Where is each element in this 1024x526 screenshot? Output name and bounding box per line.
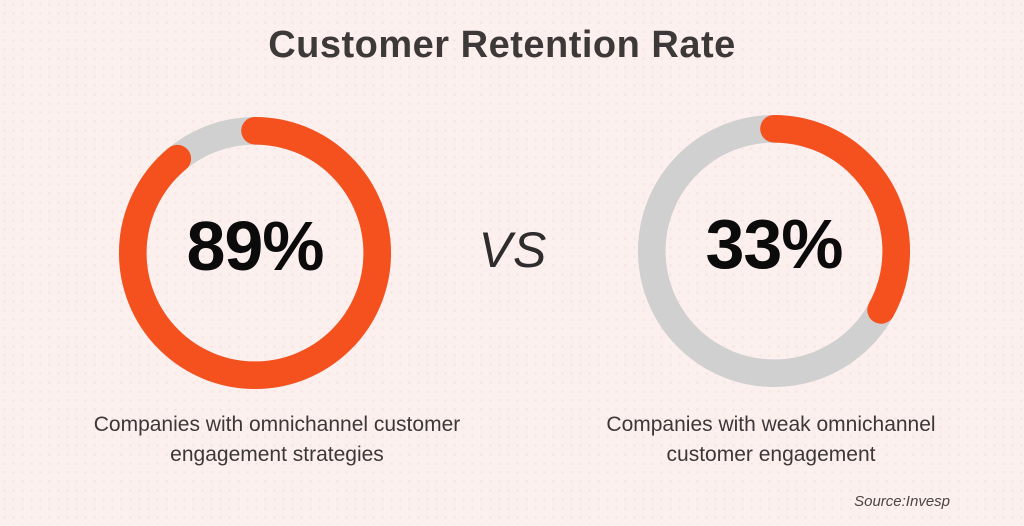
donut-chart-right: 33%: [636, 113, 912, 389]
donut-svg-left: [118, 116, 392, 390]
donut-value-arc-left: [118, 116, 392, 390]
vs-label: VS: [478, 222, 548, 278]
percent-value-left: 89%: [186, 207, 324, 285]
percent-value-right: 33%: [705, 205, 843, 283]
caption-left: Companies with omnichannel customer enga…: [93, 413, 461, 466]
donut-svg-right: [637, 114, 911, 388]
donut-chart-left: 89%: [117, 115, 393, 391]
page-title: Customer Retention Rate: [268, 24, 736, 66]
source-attribution: Source:Invesp: [854, 493, 950, 510]
donut-value-arc-right: [637, 114, 911, 388]
caption-right: Companies with weak omnichannel customer…: [606, 413, 936, 466]
